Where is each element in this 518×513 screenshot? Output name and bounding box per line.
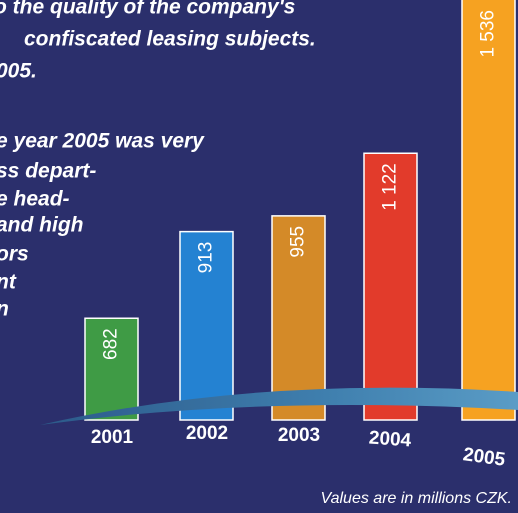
x-tick-label: 2001 xyxy=(91,427,134,448)
value-label: 955 xyxy=(288,226,309,258)
annotation: and high xyxy=(0,214,84,237)
annotation: o the quality of the company's xyxy=(0,0,295,19)
bar xyxy=(271,215,326,421)
annotation: confiscated leasing subjects. xyxy=(24,28,316,51)
annotation: 005. xyxy=(0,60,37,83)
annotation: ors xyxy=(0,243,29,266)
x-tick-label: 2004 xyxy=(368,428,412,452)
x-tick-label: 2002 xyxy=(186,423,228,444)
value-label: 1 536 xyxy=(478,10,499,58)
bar xyxy=(363,152,418,421)
bar xyxy=(461,0,516,421)
annotation: nt xyxy=(0,271,17,294)
bar xyxy=(84,317,139,421)
value-label: 913 xyxy=(196,242,217,274)
note: Values are in millions CZK. xyxy=(321,490,512,507)
bar xyxy=(179,230,234,421)
value-label: 1 122 xyxy=(380,163,401,211)
annotation: ss depart- xyxy=(0,160,96,183)
value-label: 682 xyxy=(101,328,122,360)
x-tick-label: 2003 xyxy=(278,425,320,446)
annotation: e year 2005 was very xyxy=(0,130,205,153)
annotation: n xyxy=(0,298,9,321)
annotation: e head- xyxy=(0,188,70,211)
arc xyxy=(40,387,518,425)
